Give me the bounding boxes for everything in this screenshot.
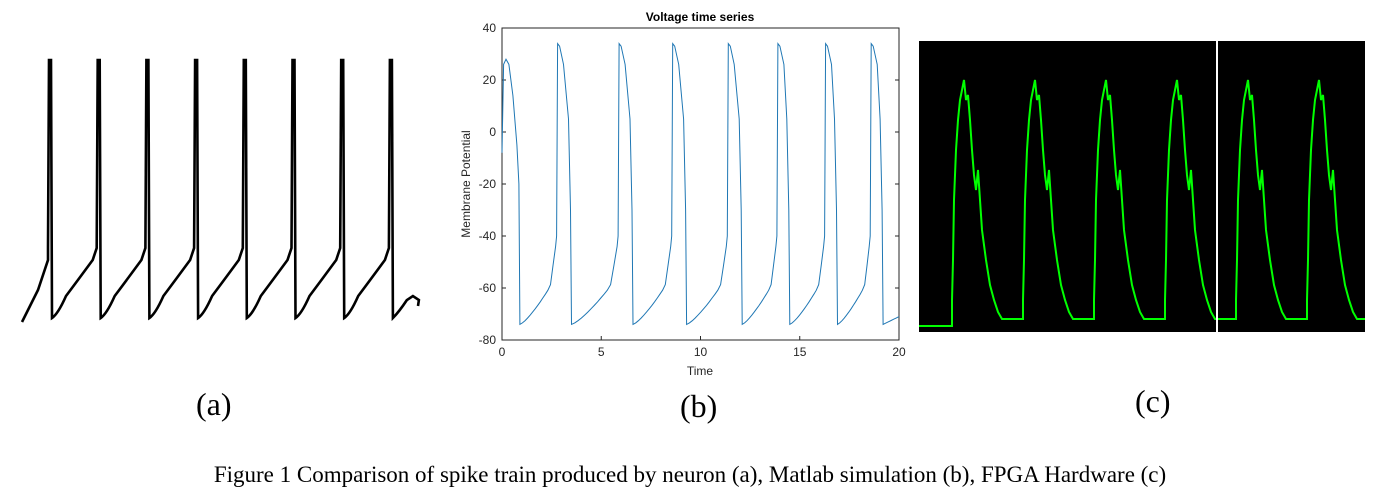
y-axis-label: Membrane Potential xyxy=(459,130,473,237)
axis-ticks: 0 5 10 15 20 40 20 0 -20 -40 -60 -80 xyxy=(479,21,906,359)
x-axis-label: Time xyxy=(687,364,714,378)
figure-caption: Figure 1 Comparison of spike train produ… xyxy=(213,462,1167,487)
fpga-oscilloscope-panel xyxy=(919,41,1365,332)
x-tick-label: 10 xyxy=(694,345,708,359)
fpga-output-trace xyxy=(919,79,1365,327)
y-tick-label: -80 xyxy=(479,333,497,347)
chart-title: Voltage time series xyxy=(646,10,755,24)
panel-label-c: (c) xyxy=(1135,383,1171,419)
matlab-plot-panel: Voltage time series Time Membrane Potent… xyxy=(459,10,906,378)
plot-area-frame xyxy=(501,27,900,341)
oscilloscope-screen xyxy=(919,41,1365,332)
x-tick-label: 5 xyxy=(598,345,605,359)
panel-label-b: (b) xyxy=(680,388,718,424)
y-tick-label: -20 xyxy=(479,177,497,191)
x-tick-label: 20 xyxy=(892,345,906,359)
panel-label-a: (a) xyxy=(196,386,232,422)
y-tick-label: 20 xyxy=(483,73,497,87)
membrane-potential-series xyxy=(501,42,900,326)
x-tick-label: 15 xyxy=(793,345,807,359)
y-tick-label: -60 xyxy=(479,281,497,295)
neuron-spike-trace xyxy=(20,58,421,323)
y-tick-label: -40 xyxy=(479,229,497,243)
y-tick-label: 40 xyxy=(483,21,497,35)
x-tick-label: 0 xyxy=(499,345,506,359)
neuron-trace-panel xyxy=(20,58,421,323)
y-tick-label: 0 xyxy=(489,125,496,139)
